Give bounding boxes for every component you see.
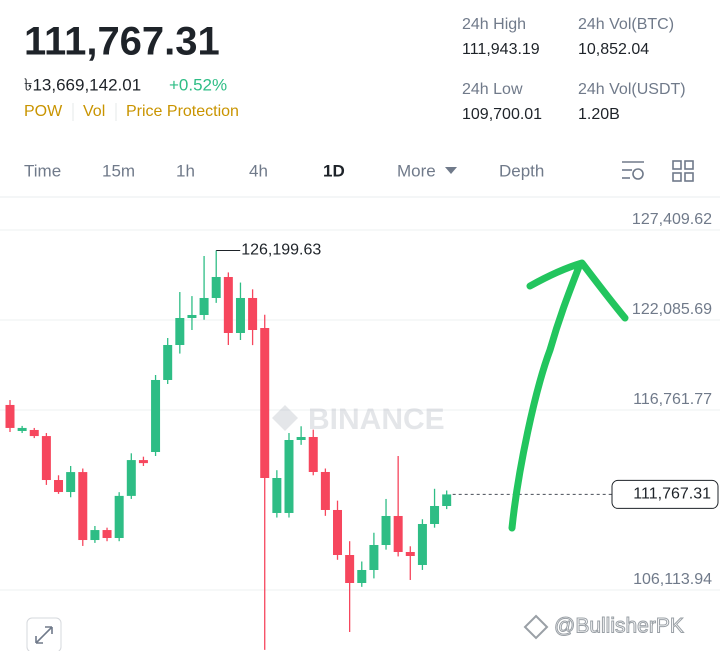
- y-tick-label: 122,085.69: [632, 301, 712, 318]
- tab[interactable]: 1D: [323, 161, 345, 180]
- tag[interactable]: Vol: [83, 103, 105, 120]
- candle-body: [430, 505, 440, 524]
- tag[interactable]: POW: [24, 103, 63, 120]
- stat-label: 24h Vol(BTC): [578, 16, 674, 33]
- candle-body: [260, 328, 270, 479]
- stat-value: 1.20B: [578, 106, 620, 123]
- y-tick-label: 106,113.94: [633, 571, 712, 588]
- tab[interactable]: More: [397, 161, 436, 180]
- candle-body: [405, 551, 415, 556]
- candle-body: [417, 523, 427, 565]
- candle-body: [29, 429, 39, 437]
- stat-label: 24h Low: [462, 81, 523, 98]
- candle-body: [199, 297, 209, 315]
- candle-body: [126, 460, 136, 496]
- candle-body: [284, 439, 294, 513]
- last-price-box: [611, 479, 719, 509]
- tab[interactable]: 4h: [249, 161, 268, 180]
- tab[interactable]: Depth: [499, 161, 544, 180]
- candle-body: [211, 276, 221, 298]
- stat-label: 24h High: [462, 16, 526, 33]
- candle-body: [223, 276, 233, 333]
- candle-body: [333, 509, 343, 556]
- stat-value: 111,943.19: [462, 41, 540, 58]
- candle-body: [235, 297, 245, 333]
- candle-body: [114, 495, 124, 538]
- candle-body: [102, 530, 112, 538]
- dropdown-icon: [445, 167, 457, 174]
- expand-icon: [35, 626, 53, 644]
- candle-body: [78, 472, 88, 541]
- candle-body: [187, 314, 197, 319]
- change: +0.52%: [169, 75, 227, 94]
- credit-text: @BullisherPK: [554, 615, 684, 638]
- candle-body: [90, 530, 100, 541]
- high-label: 126,199.63: [241, 242, 321, 259]
- candle-body: [320, 471, 330, 510]
- tab[interactable]: 1h: [176, 161, 195, 180]
- candle-body: [151, 379, 161, 453]
- candle-body: [138, 460, 148, 464]
- local-price: ৳13,669,142.01: [24, 75, 141, 94]
- layout-icon[interactable]: [672, 160, 694, 182]
- candle-body: [381, 515, 391, 545]
- y-tick-label: 127,409.62: [632, 211, 712, 228]
- candle-body: [393, 515, 403, 552]
- y-tick-label: 116,761.77: [633, 391, 712, 408]
- tab[interactable]: Time: [24, 161, 61, 180]
- settings-icon[interactable]: [622, 161, 644, 180]
- candle-body: [442, 494, 452, 506]
- watermark: BINANCE: [272, 403, 445, 436]
- hand-drawn-arrow: [508, 259, 629, 532]
- tag[interactable]: Price Protection: [126, 103, 239, 120]
- candle-body: [296, 436, 306, 440]
- stat-value: 109,700.01: [462, 106, 542, 123]
- tab[interactable]: 15m: [102, 161, 135, 180]
- stat-value: 10,852.04: [578, 41, 649, 58]
- stat-label: 24h Vol(USDT): [578, 81, 686, 98]
- price: 111,767.31: [24, 20, 220, 64]
- candle-body: [308, 436, 318, 472]
- candle-body: [175, 318, 185, 345]
- candle-body: [272, 478, 282, 513]
- candle-body: [357, 569, 367, 583]
- watermark-text: BINANCE: [308, 403, 445, 436]
- candle-body: [66, 472, 76, 493]
- candle-body: [248, 297, 258, 331]
- candle-body: [5, 404, 15, 428]
- candle-body: [17, 427, 27, 431]
- credit: @BullisherPK: [523, 614, 684, 640]
- candle-body: [54, 480, 64, 493]
- last-price-label: 111,767.31: [633, 486, 711, 503]
- candle-body: [41, 436, 51, 481]
- candle-body: [345, 555, 355, 583]
- candle-body: [163, 344, 173, 380]
- chart: 127,409.62 122,085.69 116,761.77 106,113.94…: [0, 211, 720, 650]
- candle-body: [369, 544, 379, 570]
